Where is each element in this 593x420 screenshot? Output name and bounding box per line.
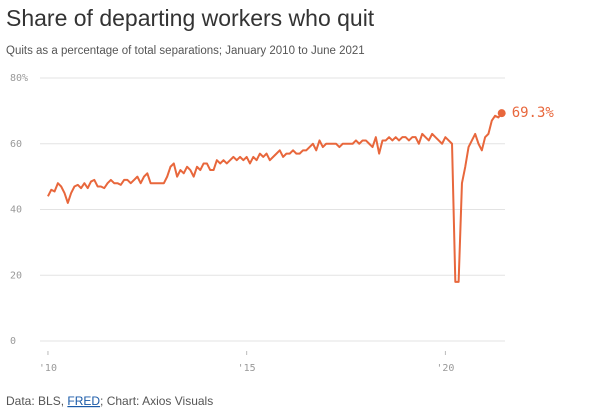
chart-title: Share of departing workers who quit <box>6 5 375 31</box>
y-tick-label: 40 <box>10 205 22 216</box>
chart-subtitle: Quits as a percentage of total separatio… <box>6 45 365 57</box>
x-tick-label: '20 <box>436 363 454 374</box>
source-prefix: Data: BLS, <box>6 394 67 408</box>
line <box>47 112 503 283</box>
y-tick-label: 0 <box>10 336 16 347</box>
x-tick-label: '15 <box>238 363 256 374</box>
y-tick-label: 80% <box>10 73 28 84</box>
x-tick-label: '10 <box>39 363 57 374</box>
y-tick-label: 20 <box>10 270 22 281</box>
end-point <box>497 109 506 118</box>
end-label: 69.3% <box>512 105 555 121</box>
y-tick-label: 60 <box>10 139 22 150</box>
source-note: Data: BLS, FRED; Chart: Axios Visuals <box>6 394 213 408</box>
source-suffix: ; Chart: Axios Visuals <box>100 394 213 408</box>
source-link[interactable]: FRED <box>67 394 100 408</box>
